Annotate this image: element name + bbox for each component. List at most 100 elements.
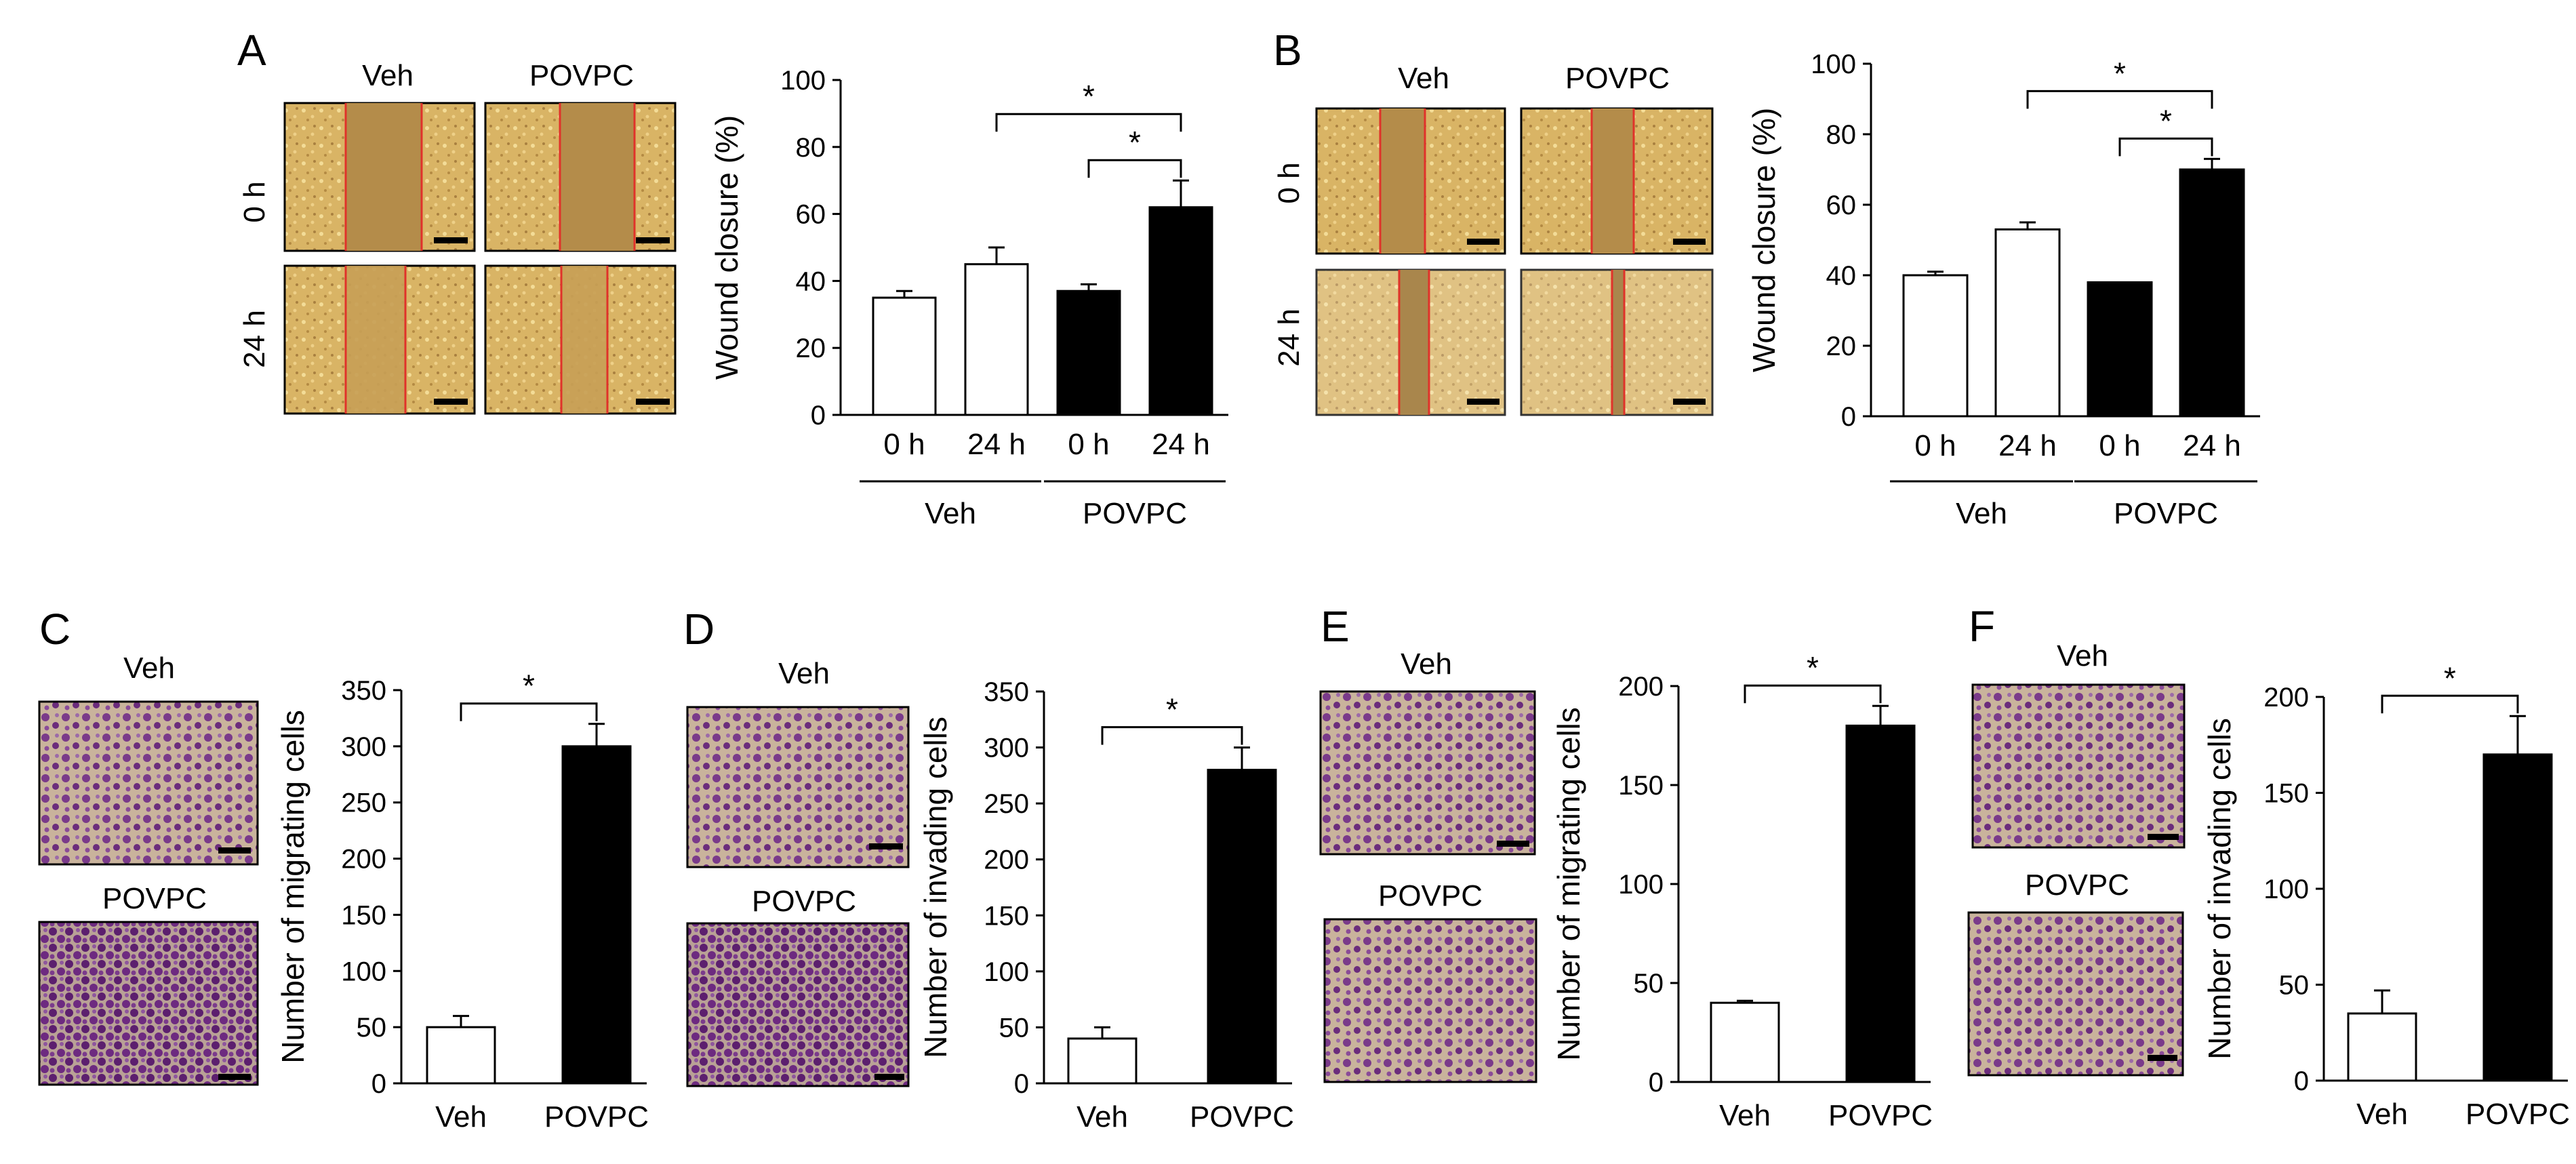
significance-star: * bbox=[1083, 79, 1095, 114]
scale-bar-icon bbox=[636, 399, 670, 405]
y-axis-label: Wound closure (%) bbox=[1746, 108, 1782, 372]
significance-bracket bbox=[995, 113, 1182, 132]
panel-d-image-label-povpc: POVPC bbox=[752, 885, 856, 918]
panel-f-image-label-povpc: POVPC bbox=[2025, 868, 2129, 902]
x-tick-label: 0 h bbox=[1914, 429, 1956, 462]
bar bbox=[1056, 289, 1121, 416]
bar bbox=[964, 263, 1029, 416]
y-tick-label: 50 bbox=[357, 1013, 387, 1043]
panel-f-image-povpc bbox=[1967, 911, 2184, 1077]
panel-d-image-povpc bbox=[686, 922, 910, 1087]
y-axis-label: Number of invading cells bbox=[2202, 718, 2237, 1060]
scale-bar-icon bbox=[218, 847, 251, 854]
panel-c-image-veh bbox=[38, 700, 259, 866]
panel-a-col-label-veh: Veh bbox=[362, 59, 414, 92]
panel-a-col-label-povpc: POVPC bbox=[529, 59, 634, 92]
y-tick-label: 60 bbox=[796, 200, 826, 230]
y-tick-label: 50 bbox=[2279, 971, 2310, 1001]
panel-a-image-veh-0h bbox=[283, 102, 476, 252]
panel-f: F Veh POVPC 0 50 100 150 200 Number of invadi… bbox=[1967, 602, 2570, 1131]
x-tick-label: Veh bbox=[1076, 1100, 1128, 1133]
y-tick-label: 50 bbox=[1634, 969, 1664, 999]
panel-a-row-label-0h: 0 h bbox=[238, 181, 271, 222]
scale-bar-icon bbox=[2148, 1055, 2177, 1061]
significance-star: * bbox=[2444, 660, 2456, 696]
panel-c-image-povpc bbox=[38, 921, 259, 1086]
panel-a-image-povpc-0h bbox=[484, 102, 677, 252]
panel-d-letter: D bbox=[683, 605, 715, 654]
x-tick-label: 24 h bbox=[967, 428, 1026, 461]
x-tick-label: POVPC bbox=[2466, 1098, 2570, 1131]
y-tick-label: 150 bbox=[2263, 779, 2309, 809]
bar bbox=[2087, 281, 2153, 418]
panel-b-chart: 0 20 40 60 80 100 Wound closure (%) 0 h 24 h 0 h 2… bbox=[1746, 49, 2260, 530]
panel-b-col-label-veh: Veh bbox=[1398, 62, 1449, 95]
y-tick-label: 200 bbox=[341, 845, 386, 875]
bar bbox=[2179, 168, 2245, 418]
significance-bracket bbox=[1101, 726, 1243, 745]
panel-e-image-label-veh: Veh bbox=[1401, 647, 1452, 681]
scale-bar-icon bbox=[1497, 841, 1529, 847]
y-tick-label: 200 bbox=[2263, 683, 2309, 713]
y-tick-label: 0 bbox=[371, 1069, 386, 1099]
bar bbox=[2482, 753, 2553, 1082]
bar bbox=[872, 296, 937, 416]
panel-a-chart: 0 20 40 60 80 100 Wound closure (%) 0 h 24 h 0 h 2… bbox=[709, 66, 1228, 530]
panel-d: D Veh POVPC 0 50 100 150 200 250 300 350 Number … bbox=[683, 605, 1294, 1133]
scale-bar-icon bbox=[1467, 399, 1500, 405]
x-tick-label: POVPC bbox=[544, 1100, 649, 1133]
scale-bar-icon bbox=[434, 399, 468, 405]
y-tick-label: 0 bbox=[1014, 1069, 1029, 1099]
x-tick-label: POVPC bbox=[1828, 1099, 1933, 1132]
panel-c-image-label-veh: Veh bbox=[123, 651, 175, 685]
panel-b-image-povpc-0h bbox=[1520, 107, 1714, 255]
bar bbox=[1207, 769, 1277, 1085]
y-axis-label: Number of invading cells bbox=[918, 717, 953, 1058]
panel-f-letter: F bbox=[1969, 602, 1995, 651]
panel-b-row-label-24h: 24 h bbox=[1272, 308, 1306, 367]
x-tick-label: 24 h bbox=[1998, 429, 2057, 462]
x-tick-label: Veh bbox=[1719, 1099, 1771, 1132]
significance-star: * bbox=[1807, 650, 1819, 685]
bar bbox=[1994, 228, 2061, 418]
x-tick-label: 0 h bbox=[883, 428, 925, 461]
x-tick-label: 0 h bbox=[1068, 428, 1109, 461]
panel-b-image-veh-24h bbox=[1315, 268, 1506, 416]
y-tick-label: 350 bbox=[341, 676, 386, 706]
y-tick-label: 50 bbox=[999, 1013, 1030, 1043]
panel-a-row-label-24h: 24 h bbox=[238, 310, 271, 368]
panel-e-image-veh bbox=[1319, 690, 1536, 856]
panel-c-image-label-povpc: POVPC bbox=[102, 882, 207, 915]
significance-bracket bbox=[460, 702, 598, 721]
panel-b-letter: B bbox=[1273, 26, 1302, 75]
significance-bracket bbox=[1744, 684, 1882, 704]
panel-e-image-label-povpc: POVPC bbox=[1378, 879, 1483, 912]
significance-star: * bbox=[1129, 125, 1141, 160]
y-tick-label: 300 bbox=[341, 732, 386, 762]
y-tick-label: 150 bbox=[341, 900, 386, 930]
y-axis-label: Number of migrating cells bbox=[275, 710, 310, 1064]
y-tick-label: 100 bbox=[341, 957, 386, 986]
y-axis-label: Number of migrating cells bbox=[1551, 707, 1586, 1061]
panel-f-chart: 0 50 100 150 200 Number of invading cells Veh P… bbox=[2202, 660, 2570, 1131]
panel-c: C Veh POVPC 0 50 100 150 200 250 300 350 Number … bbox=[38, 605, 649, 1133]
scale-bar-icon bbox=[434, 237, 468, 243]
y-tick-label: 350 bbox=[984, 677, 1029, 707]
y-tick-label: 80 bbox=[1826, 120, 1857, 150]
bar bbox=[1148, 206, 1213, 416]
y-axis-label: Wound closure (%) bbox=[709, 115, 744, 380]
significance-star: * bbox=[2114, 56, 2126, 91]
panel-e-chart: 0 50 100 150 200 Number of migrating cells Veh… bbox=[1551, 650, 1933, 1132]
y-tick-label: 250 bbox=[984, 789, 1029, 819]
bar bbox=[1067, 1037, 1138, 1085]
panel-d-chart: 0 50 100 150 200 250 300 350 Number of invading … bbox=[918, 677, 1294, 1133]
y-tick-label: 100 bbox=[2263, 875, 2309, 904]
panel-a-image-veh-24h bbox=[283, 264, 476, 415]
scale-bar-icon bbox=[874, 1074, 904, 1080]
scale-bar-icon bbox=[218, 1074, 251, 1080]
y-tick-label: 0 bbox=[2294, 1066, 2309, 1096]
y-tick-label: 20 bbox=[1826, 332, 1857, 361]
y-tick-label: 0 bbox=[1649, 1068, 1664, 1098]
y-tick-label: 200 bbox=[984, 845, 1029, 875]
bar bbox=[1902, 274, 1969, 418]
